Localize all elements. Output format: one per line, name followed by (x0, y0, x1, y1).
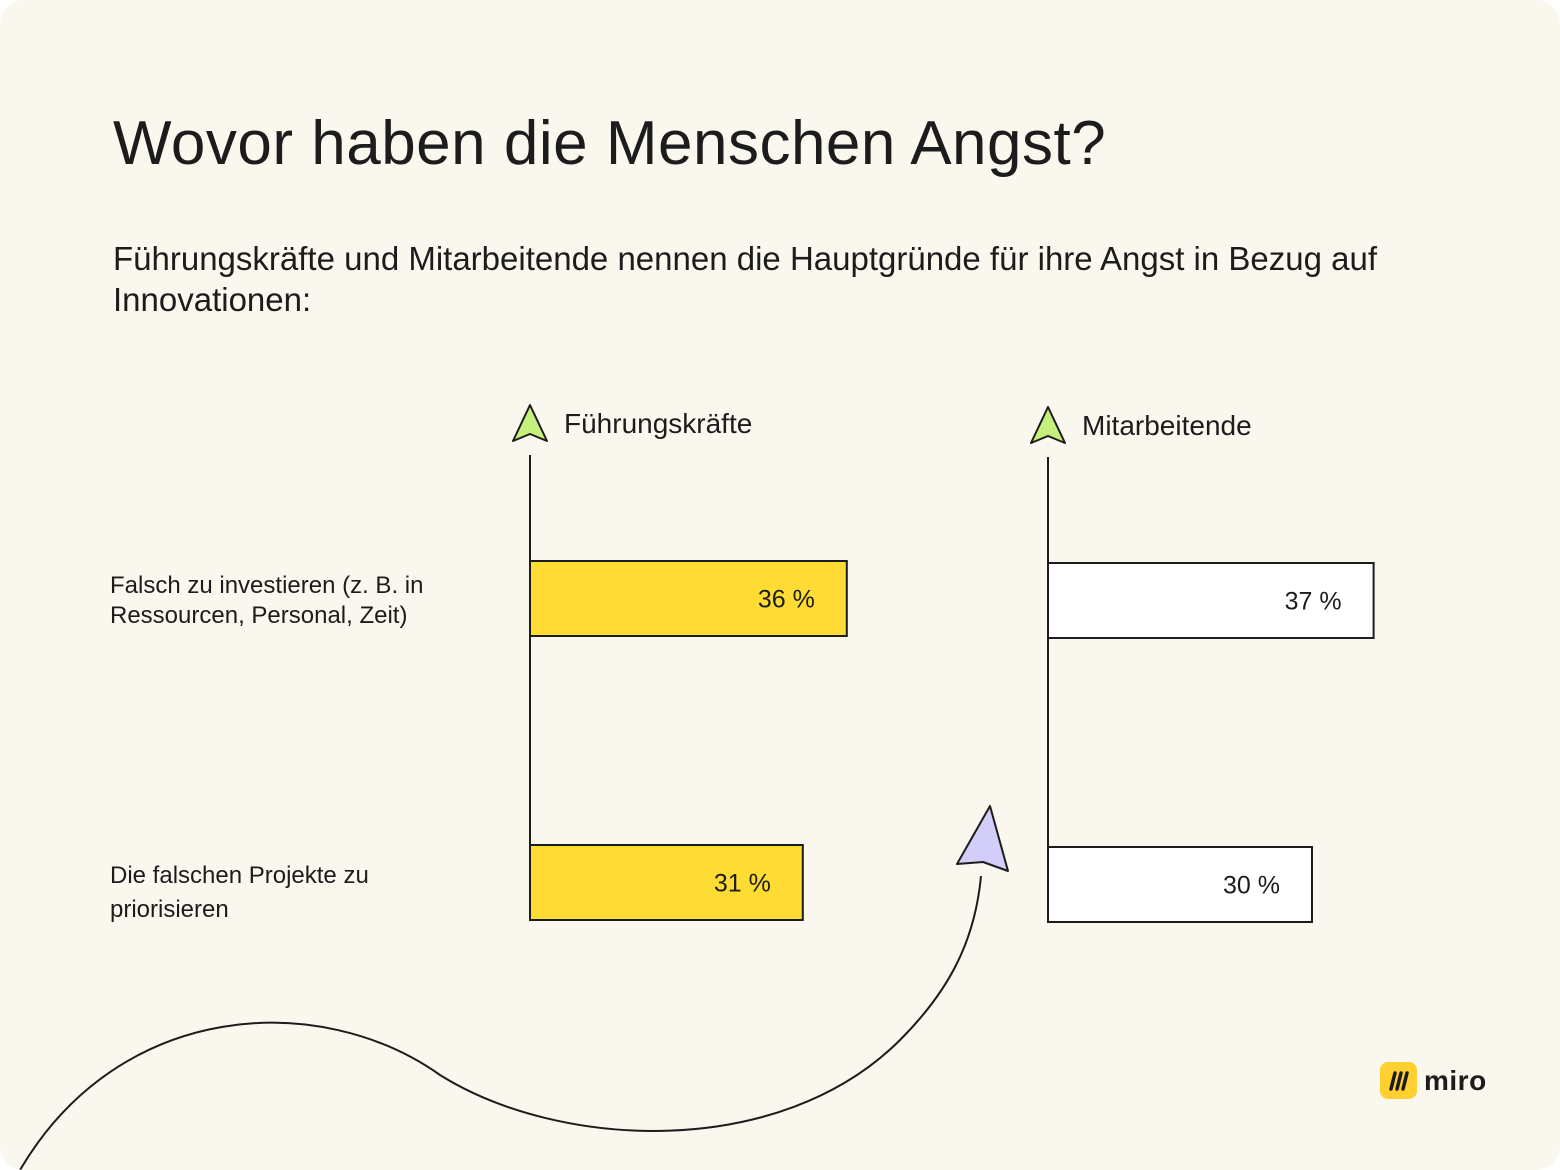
bar-fuehrungskraefte-0 (529, 560, 848, 637)
arrow-pointer-icon (512, 404, 548, 442)
miro-logo-icon (1380, 1062, 1417, 1099)
page-subtitle: Führungskräfte und Mitarbeitende nennen … (113, 240, 1378, 318)
bar-value-label: 37 % (1285, 588, 1342, 616)
bar-value-label: 31 % (714, 870, 771, 898)
purple-arrow-icon (956, 805, 1009, 872)
series-title-mitarbeitende: Mitarbeitende (1082, 410, 1252, 441)
category-label-projects: Die falschen Projekte zu priorisieren (110, 862, 369, 923)
arrow-pointer-icon (1030, 406, 1066, 444)
bar-mitarbeitende-1 (1047, 846, 1313, 923)
page-title: Wovor haben die Menschen Angst? (113, 109, 1107, 178)
bar-value-label: 36 % (758, 586, 815, 614)
bar-fuehrungskraefte-1 (529, 844, 804, 921)
logo-text: miro (1424, 1064, 1487, 1096)
bar-value-label: 30 % (1223, 872, 1280, 900)
bar-mitarbeitende-0 (1047, 562, 1375, 639)
miro-logo: miro (1380, 1062, 1487, 1099)
category-label-invest: Falsch zu investieren (z. B. in Ressourc… (110, 572, 424, 629)
bars-layer: 36 % 31 % 37 % 30 % (529, 560, 1375, 923)
decorative-curve (19, 875, 982, 1170)
series-title-fuehrungskraefte: Führungskräfte (564, 408, 753, 439)
